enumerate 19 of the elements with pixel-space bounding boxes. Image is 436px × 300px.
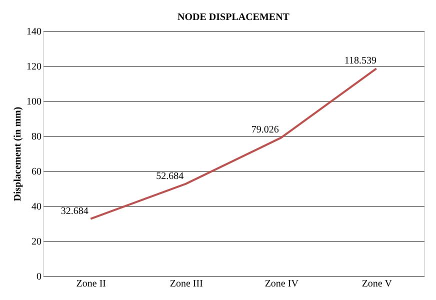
data-label: 79.026 — [251, 124, 279, 136]
y-tick-label: 20 — [32, 236, 42, 248]
x-tick-label: Zone IV — [264, 278, 300, 290]
chart-title: NODE DISPLACEMENT — [178, 12, 290, 23]
x-tick-label: Zone III — [170, 278, 203, 290]
y-tick-label: 120 — [26, 62, 42, 72]
y-tick-label: 140 — [26, 26, 42, 38]
data-label: 118.539 — [344, 56, 376, 67]
line-series — [90, 68, 378, 220]
data-label: 52.684 — [156, 170, 184, 182]
y-axis-title: Displacement (in mm) — [12, 106, 24, 202]
y-tick-label: 40 — [32, 202, 42, 212]
x-tick-label: Zone II — [76, 278, 106, 290]
y-tick-label: 0 — [36, 272, 42, 282]
x-tick-label: Zone V — [362, 278, 393, 290]
y-tick-label: 100 — [26, 96, 42, 108]
data-label: 32.684 — [60, 206, 88, 217]
y-tick-label: 60 — [32, 166, 42, 178]
y-tick-label: 80 — [32, 132, 42, 142]
